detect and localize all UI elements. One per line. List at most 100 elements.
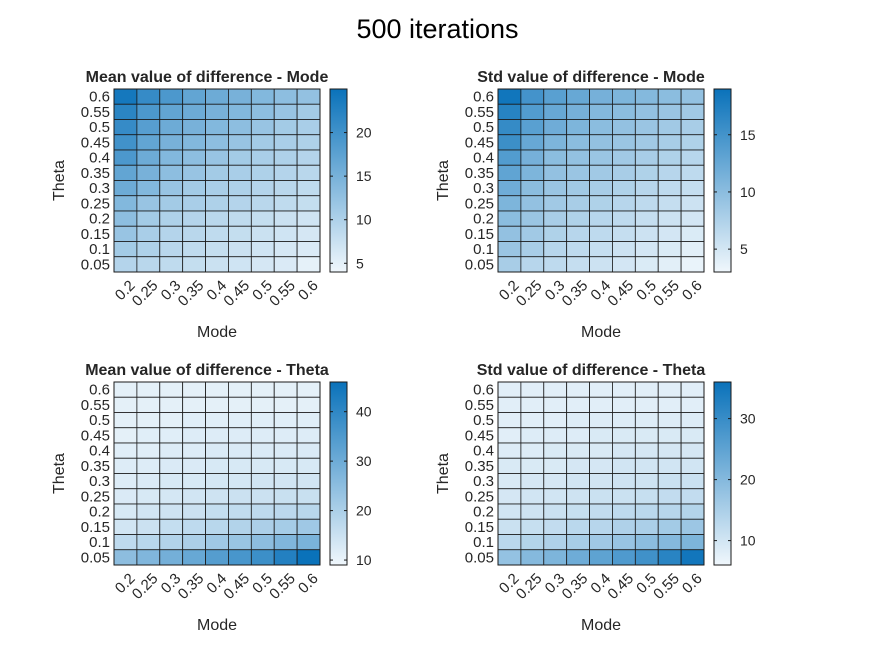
heatmap-cell [589,180,613,197]
y-tick-label: 0.35 [465,165,494,182]
heatmap-cell [273,457,298,474]
heatmap-cell [497,225,522,242]
heatmap-cell [250,534,275,551]
heatmap-cell [136,412,161,429]
heatmap-cell [273,164,298,181]
heatmap-cell [113,442,138,459]
heatmap-cell [182,103,206,120]
heatmap-cell [113,381,138,398]
heatmap-cell [159,518,184,535]
heatmap-cell [589,134,613,151]
heatmap-cell [182,503,206,520]
heatmap-cell [566,442,590,459]
heatmap-cell [296,427,321,444]
heatmap-panel-4: Std value of difference - Theta0.60.550.… [435,362,756,634]
heatmap-cell [250,210,275,227]
heatmap-cell [497,503,522,520]
heatmap-cell [589,103,613,120]
y-tick-label: 0.25 [465,195,494,212]
heatmap-cell [589,256,613,273]
heatmap-cell [612,225,636,242]
heatmap-cell [566,180,590,197]
heatmap-cell [566,534,590,551]
y-tick-label: 0.05 [465,256,494,273]
heatmap-cell [136,518,161,535]
heatmap-cell [497,210,522,227]
heatmap-cell [159,149,184,166]
heatmap-cell [520,488,545,505]
x-tick-label: 0.45 [604,277,637,310]
heatmap-cell [612,210,636,227]
heatmap-cell [113,164,138,181]
heatmap-cell [520,134,545,151]
y-tick-label: 0.3 [473,473,494,490]
heatmap-cell [612,427,636,444]
heatmap-cell [113,473,138,490]
colorbar-tick-label: 20 [356,125,372,141]
heatmap-cell [612,134,636,151]
colorbar [329,88,348,273]
heatmap-cell [543,473,568,490]
heatmap-cell [680,241,705,258]
heatmap-cell [612,164,636,181]
heatmap-cell [273,473,298,490]
heatmap-cell [566,88,590,105]
heatmap-cell [113,412,138,429]
heatmap-cell [612,381,636,398]
heatmap-cell [159,549,184,566]
heatmap-cell [113,241,138,258]
heatmap-cell [520,225,545,242]
heatmap-cell [296,88,321,105]
heatmap-cell [182,412,206,429]
heatmap-cell [634,180,659,197]
heatmap-cell [159,442,184,459]
heatmap-cell [250,180,275,197]
heatmap-cell [182,442,206,459]
heatmap-cell [136,164,161,181]
heatmap-cell [497,549,522,566]
heatmap-cell [296,164,321,181]
heatmap-cell [657,164,682,181]
heatmap-cell [589,488,613,505]
y-axis-label: Theta [51,160,68,201]
heatmap-cell [228,164,252,181]
heatmap-cell [657,503,682,520]
heatmap-cell [566,210,590,227]
heatmap-cell [657,88,682,105]
heatmap-cell [205,427,229,444]
heatmap-cell [497,180,522,197]
heatmap-cell [113,195,138,212]
heatmap-cell [520,442,545,459]
heatmap-cell [634,381,659,398]
heatmap-cell [680,88,705,105]
heatmap-cell [159,503,184,520]
heatmap-cell [182,210,206,227]
heatmap-cell [228,488,252,505]
heatmap-cell [520,534,545,551]
heatmap-cell [680,442,705,459]
colorbar-tick-label: 20 [740,472,756,488]
heatmap-cell [205,225,229,242]
heatmap-cell [680,518,705,535]
heatmap-cell [543,488,568,505]
heatmap-cell [273,381,298,398]
x-tick-label: 0.55 [650,277,683,310]
heatmap-cell [543,103,568,120]
x-tick-label: 0.35 [175,277,208,310]
x-axis-label: Mode [581,324,621,341]
heatmap-cell [296,195,321,212]
heatmap-cell [497,427,522,444]
heatmap-cell [273,396,298,413]
heatmap-cell [634,473,659,490]
heatmap-cell [113,149,138,166]
heatmap-cell [657,256,682,273]
heatmap-cell [566,103,590,120]
heatmap-cell [228,473,252,490]
heatmap-cell [136,103,161,120]
heatmap-cell [520,164,545,181]
heatmap-cell [566,503,590,520]
heatmap-cell [634,518,659,535]
heatmap-cell [680,103,705,120]
heatmap-cell [205,180,229,197]
heatmap-cell [543,164,568,181]
